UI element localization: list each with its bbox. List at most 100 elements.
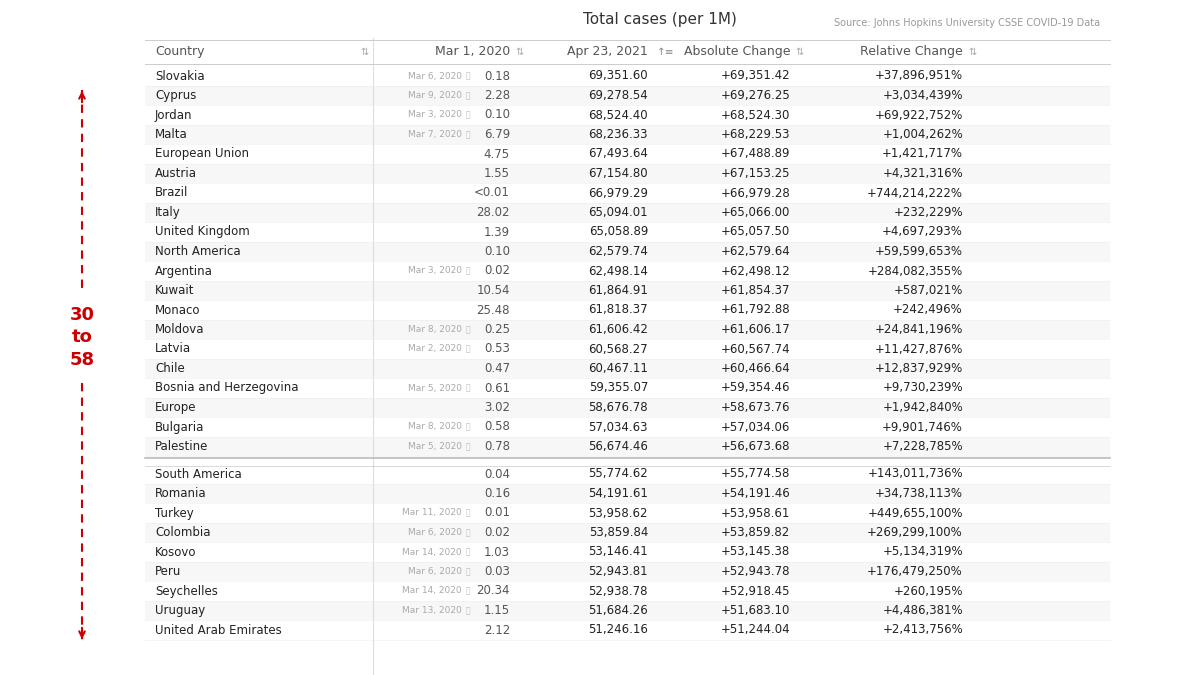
Text: Mar 5, 2020: Mar 5, 2020 <box>408 383 462 392</box>
Text: 1.15: 1.15 <box>484 604 510 617</box>
Text: +66,979.28: +66,979.28 <box>720 186 790 200</box>
Text: 3.02: 3.02 <box>484 401 510 414</box>
Text: Mar 5, 2020: Mar 5, 2020 <box>408 442 462 451</box>
Text: +61,854.37: +61,854.37 <box>720 284 790 297</box>
Text: Country: Country <box>155 45 204 59</box>
Text: Moldova: Moldova <box>155 323 204 336</box>
Text: 0.58: 0.58 <box>484 421 510 433</box>
Text: +65,057.50: +65,057.50 <box>721 225 790 238</box>
Text: 0.47: 0.47 <box>484 362 510 375</box>
Text: 2.12: 2.12 <box>484 624 510 637</box>
Text: Romania: Romania <box>155 487 206 500</box>
Text: +56,673.68: +56,673.68 <box>720 440 790 453</box>
Text: Seychelles: Seychelles <box>155 585 218 597</box>
Text: 68,524.40: 68,524.40 <box>588 109 648 121</box>
Text: +61,792.88: +61,792.88 <box>720 304 790 317</box>
Text: Kosovo: Kosovo <box>155 545 197 558</box>
Text: 1.39: 1.39 <box>484 225 510 238</box>
Text: +53,958.61: +53,958.61 <box>721 506 790 520</box>
Text: +744,214,222%: +744,214,222% <box>866 186 964 200</box>
Text: +53,859.82: +53,859.82 <box>721 526 790 539</box>
Text: 0.02: 0.02 <box>484 526 510 539</box>
Text: ⓘ: ⓘ <box>466 567 470 576</box>
Bar <box>145 358 1110 378</box>
Bar <box>145 242 1110 261</box>
Text: ⇅: ⇅ <box>968 47 976 57</box>
Text: 51,684.26: 51,684.26 <box>588 604 648 617</box>
Bar <box>145 86 1110 105</box>
Text: 62,579.74: 62,579.74 <box>588 245 648 258</box>
Text: +9,730,239%: +9,730,239% <box>882 381 964 394</box>
Text: European Union: European Union <box>155 148 250 161</box>
Text: +69,922,752%: +69,922,752% <box>875 109 964 121</box>
Bar <box>145 484 1110 504</box>
Text: Mar 6, 2020: Mar 6, 2020 <box>408 72 462 80</box>
Text: 6.79: 6.79 <box>484 128 510 141</box>
Text: Jordan: Jordan <box>155 109 192 121</box>
Text: Brazil: Brazil <box>155 186 188 200</box>
Text: 0.78: 0.78 <box>484 440 510 453</box>
Text: +1,942,840%: +1,942,840% <box>882 401 964 414</box>
Text: 20.34: 20.34 <box>476 585 510 597</box>
Text: 0.04: 0.04 <box>484 468 510 481</box>
Text: 53,146.41: 53,146.41 <box>588 545 648 558</box>
Text: Kuwait: Kuwait <box>155 284 194 297</box>
Text: Bosnia and Herzegovina: Bosnia and Herzegovina <box>155 381 299 394</box>
Text: Mar 13, 2020: Mar 13, 2020 <box>402 606 462 615</box>
Text: Source: Johns Hopkins University CSSE COVID-19 Data: Source: Johns Hopkins University CSSE CO… <box>834 18 1100 28</box>
Text: 0.10: 0.10 <box>484 109 510 121</box>
Text: 53,859.84: 53,859.84 <box>589 526 648 539</box>
Text: ⓘ: ⓘ <box>466 528 470 537</box>
Text: 0.61: 0.61 <box>484 381 510 394</box>
Text: 69,278.54: 69,278.54 <box>588 89 648 102</box>
Text: +9,901,746%: +9,901,746% <box>882 421 964 433</box>
Text: 61,818.37: 61,818.37 <box>588 304 648 317</box>
Text: Colombia: Colombia <box>155 526 210 539</box>
Text: Mar 1, 2020: Mar 1, 2020 <box>434 45 510 59</box>
Text: Mar 6, 2020: Mar 6, 2020 <box>408 528 462 537</box>
Text: +61,606.17: +61,606.17 <box>720 323 790 336</box>
Text: +59,599,653%: +59,599,653% <box>875 245 964 258</box>
Text: 68,236.33: 68,236.33 <box>588 128 648 141</box>
Text: 0.18: 0.18 <box>484 70 510 82</box>
Text: +60,567.74: +60,567.74 <box>720 342 790 356</box>
Text: Latvia: Latvia <box>155 342 191 356</box>
Text: +51,683.10: +51,683.10 <box>721 604 790 617</box>
Text: +449,655,100%: +449,655,100% <box>868 506 964 520</box>
Text: Chile: Chile <box>155 362 185 375</box>
Text: +4,486,381%: +4,486,381% <box>882 604 964 617</box>
Bar <box>145 125 1110 144</box>
Text: 67,154.80: 67,154.80 <box>588 167 648 180</box>
Text: Italy: Italy <box>155 206 181 219</box>
Text: ↑≡: ↑≡ <box>658 47 674 57</box>
Text: +65,066.00: +65,066.00 <box>721 206 790 219</box>
Text: +59,354.46: +59,354.46 <box>720 381 790 394</box>
Text: Mar 14, 2020: Mar 14, 2020 <box>402 547 462 556</box>
Text: <0.01: <0.01 <box>474 186 510 200</box>
Text: Slovakia: Slovakia <box>155 70 205 82</box>
Text: ⓘ: ⓘ <box>466 587 470 595</box>
Text: 30
to
58: 30 to 58 <box>70 306 95 369</box>
Text: +3,034,439%: +3,034,439% <box>882 89 964 102</box>
Text: +176,479,250%: +176,479,250% <box>868 565 964 578</box>
Text: Mar 2, 2020: Mar 2, 2020 <box>408 344 462 354</box>
Text: 25.48: 25.48 <box>476 304 510 317</box>
Text: 60,467.11: 60,467.11 <box>588 362 648 375</box>
Text: ⓘ: ⓘ <box>466 508 470 518</box>
Text: ⇅: ⇅ <box>515 47 523 57</box>
Text: Mar 8, 2020: Mar 8, 2020 <box>408 423 462 431</box>
Text: Absolute Change: Absolute Change <box>684 45 790 59</box>
Text: South America: South America <box>155 468 241 481</box>
Text: Uruguay: Uruguay <box>155 604 205 617</box>
Text: +242,496%: +242,496% <box>893 304 964 317</box>
Text: +57,034.06: +57,034.06 <box>721 421 790 433</box>
Text: +284,082,355%: +284,082,355% <box>868 265 964 277</box>
Text: North America: North America <box>155 245 241 258</box>
Text: +24,841,196%: +24,841,196% <box>875 323 964 336</box>
Text: 65,058.89: 65,058.89 <box>589 225 648 238</box>
Text: +1,421,717%: +1,421,717% <box>882 148 964 161</box>
Text: +269,299,100%: +269,299,100% <box>868 526 964 539</box>
Text: ⓘ: ⓘ <box>466 72 470 80</box>
Text: 53,958.62: 53,958.62 <box>588 506 648 520</box>
Text: +12,837,929%: +12,837,929% <box>875 362 964 375</box>
